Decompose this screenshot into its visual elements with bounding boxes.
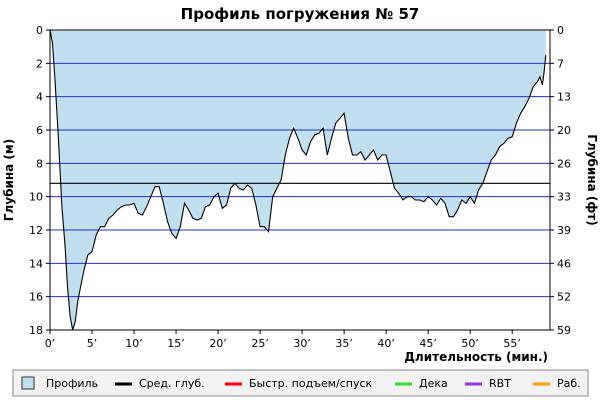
y-left-tick-label: 18 [29,324,43,337]
legend-label: Сред. глуб. [139,377,205,390]
y-right-tick-label: 7 [557,57,564,70]
legend-label: Быстр. подъем/спуск [249,377,373,390]
y-right-tick-label: 26 [557,157,571,170]
grid-layer [50,62,550,298]
y-left-tick-label: 0 [36,24,43,37]
x-tick-label: 25’ [251,337,269,350]
x-tick-label: 20’ [209,337,227,350]
y-axis-left-label: Глубина (м) [2,139,16,221]
profile-area-layer [50,30,546,330]
legend: Профиль Сред. глуб. Быстр. подъем/спуск Дек… [12,369,589,397]
y-right-tick-label: 20 [557,124,571,137]
y-left-tick-label: 10 [29,191,43,204]
x-tick-label: 0’ [45,337,56,350]
y-right-tick-label: 0 [557,24,564,37]
legend-label: Дека [419,377,448,390]
x-tick-label: 55’ [503,337,521,350]
y-left-tick-label: 4 [36,91,43,104]
y-axis-right-label: Глубина (фт) [585,134,599,225]
y-left-tick-label: 12 [29,224,43,237]
x-axis-label: Длительность (мин.) [404,350,548,364]
y-left-tick-label: 2 [36,57,43,70]
x-tick-label: 40’ [377,337,395,350]
x-tick-label: 15’ [167,337,185,350]
plot-frame [49,29,551,331]
profile-line-layer [49,29,547,331]
legend-label: RBT [489,377,511,390]
x-tick-label: 10’ [125,337,143,350]
y-right-tick-label: 13 [557,91,571,104]
y-right-tick-label: 46 [557,257,571,270]
y-left-tick-label: 16 [29,291,43,304]
profile-line [49,29,547,331]
y-right-tick-label: 33 [557,191,571,204]
legend-swatch-profile [21,376,35,390]
legend-label: Профиль [46,377,98,390]
legend-box [12,369,589,397]
x-tick-label: 5’ [87,337,98,350]
x-tick-label: 45’ [419,337,437,350]
profile-area [50,30,546,330]
y-right-tick-label: 52 [557,291,571,304]
chart-title: Профиль погружения № 57 [181,5,420,23]
y-left-tick-label: 8 [36,157,43,170]
y-right-tick-label: 59 [557,324,571,337]
x-tick-label: 50’ [461,337,479,350]
y-left-tick-label: 6 [36,124,43,137]
legend-label: Раб. [557,377,581,390]
y-right-tick-label: 39 [557,224,571,237]
y-left-tick-label: 14 [29,257,43,270]
plot-frame-layer [49,29,551,331]
tick-labels-layer: 0 0 2 7 4 13 6 20 8 26 10 33 12 39 14 46 16 52 18 59 0’ 5’ 10’… [29,24,571,350]
x-tick-label: 35’ [335,337,353,350]
x-tick-label: 30’ [293,337,311,350]
